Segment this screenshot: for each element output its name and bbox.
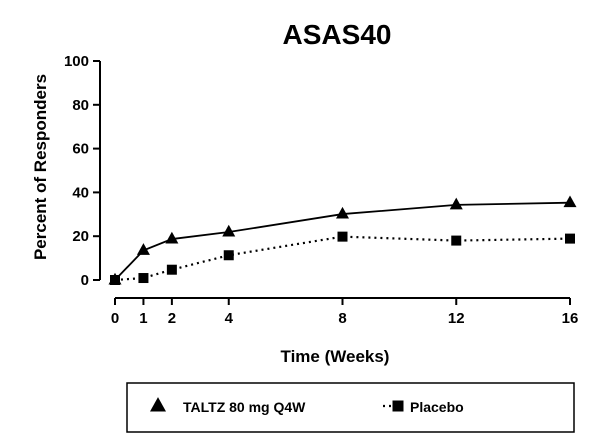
data-point-taltz	[108, 272, 122, 285]
x-tick-label: 0	[111, 310, 119, 327]
y-tick-label: 80	[72, 97, 89, 114]
series-placebo	[110, 231, 575, 285]
data-point-placebo	[138, 273, 149, 284]
data-point-taltz	[336, 206, 349, 219]
legend: TALTZ 80 mg Q4W Placebo	[126, 382, 575, 433]
x-tick-label: 8	[338, 310, 346, 327]
x-axis-label: Time (Weeks)	[281, 347, 390, 366]
legend-marker-placebo	[392, 400, 404, 412]
legend-entry-taltz	[150, 397, 166, 412]
legend-label-placebo: Placebo	[410, 399, 464, 415]
y-axis-label: Percent of Responders	[31, 74, 50, 260]
data-point-placebo	[451, 235, 462, 246]
data-point-taltz	[449, 197, 463, 210]
x-tick-label: 16	[562, 310, 579, 327]
y-tick-label: 100	[64, 53, 89, 70]
data-point-taltz	[165, 231, 179, 244]
x-tick-label: 2	[168, 310, 176, 327]
series-taltz	[108, 195, 577, 285]
y-tick-label: 60	[72, 141, 89, 158]
data-point-taltz	[222, 224, 236, 237]
chart-title: ASAS40	[283, 19, 392, 50]
legend-label-taltz: TALTZ 80 mg Q4W	[183, 399, 306, 415]
x-tick-label: 12	[448, 310, 465, 327]
legend-box	[126, 382, 575, 433]
data-point-taltz	[563, 195, 577, 208]
y-tick-label: 0	[81, 272, 89, 289]
data-point-placebo	[565, 233, 575, 244]
series-line-placebo	[114, 235, 571, 282]
data-point-placebo	[337, 231, 348, 242]
data-point-placebo	[223, 250, 234, 261]
legend-marker-taltz	[150, 397, 166, 412]
y-tick-label: 20	[72, 228, 89, 245]
data-point-taltz	[136, 243, 150, 255]
y-tick-label: 40	[72, 184, 89, 201]
x-tick-label: 1	[139, 310, 147, 327]
legend-entry-placebo	[383, 400, 404, 412]
data-point-placebo	[166, 264, 177, 275]
x-tick-label: 4	[225, 310, 234, 327]
series-layer	[108, 195, 577, 285]
